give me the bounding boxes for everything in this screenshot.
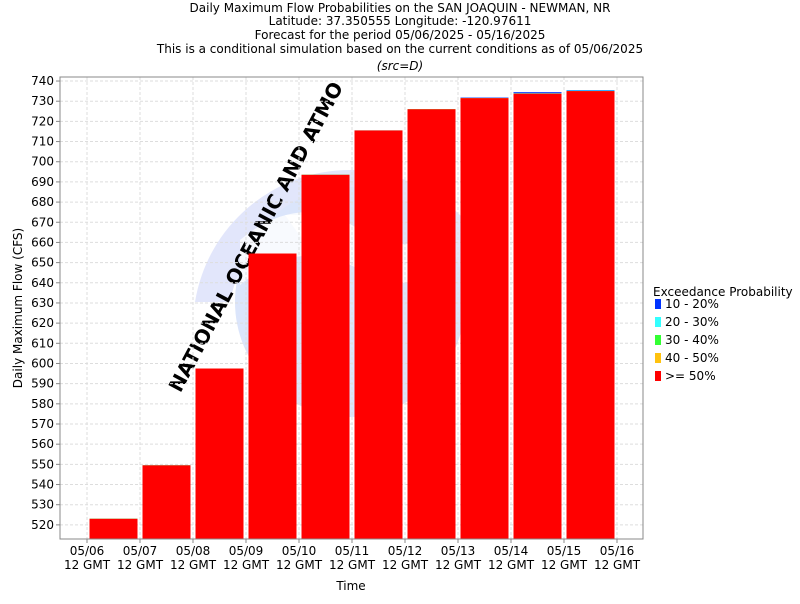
x-tick-label-time: 12 GMT [541, 558, 588, 572]
legend-label: >= 50% [665, 369, 716, 383]
y-tick-label: 710 [31, 135, 54, 149]
legend-swatch [655, 371, 661, 381]
legend-label: 40 - 50% [665, 351, 719, 365]
y-tick-label: 690 [31, 175, 54, 189]
legend-swatch [655, 317, 661, 327]
bar-50 [89, 518, 138, 539]
legend-swatch [655, 299, 661, 309]
x-tick-label-date: 05/09 [229, 544, 264, 558]
x-axis-label: Time [335, 579, 365, 593]
x-tick-label-time: 12 GMT [276, 558, 323, 572]
y-tick-label: 540 [31, 478, 54, 492]
x-tick-label-date: 05/14 [494, 544, 529, 558]
x-tick-label-date: 05/13 [441, 544, 476, 558]
y-tick-label: 550 [31, 457, 54, 471]
legend-label: 20 - 30% [665, 315, 719, 329]
y-tick-label: 630 [31, 296, 54, 310]
legend-label: 30 - 40% [665, 333, 719, 347]
y-tick-label: 560 [31, 437, 54, 451]
x-tick-label-time: 12 GMT [223, 558, 270, 572]
y-tick-label: 670 [31, 215, 54, 229]
x-tick-label-time: 12 GMT [170, 558, 217, 572]
x-tick-label-time: 12 GMT [435, 558, 482, 572]
bars [89, 90, 615, 540]
y-tick-label: 640 [31, 276, 54, 290]
x-tick-label-time: 12 GMT [594, 558, 641, 572]
x-tick-label-date: 05/07 [123, 544, 158, 558]
y-tick-label: 600 [31, 356, 54, 370]
y-tick-label: 530 [31, 498, 54, 512]
bar-50 [566, 91, 615, 540]
bar-50 [407, 109, 456, 539]
title-line-1: Daily Maximum Flow Probabilities on the … [190, 1, 611, 15]
x-tick-label-time: 12 GMT [64, 558, 111, 572]
title-line-4: This is a conditional simulation based o… [156, 42, 643, 56]
y-tick-label: 570 [31, 417, 54, 431]
y-tick-label: 610 [31, 336, 54, 350]
y-axis-ticks: 520 530 540 550 560 570 580 590 600 610 620 630 640 6… [31, 74, 60, 532]
y-tick-label: 740 [31, 74, 54, 88]
x-tick-label-time: 12 GMT [382, 558, 429, 572]
legend-title: Exceedance Probability [653, 285, 793, 299]
legend: Exceedance Probability 10 - 20% 20 - 30% 3… [653, 285, 793, 383]
x-tick-label-date: 05/15 [547, 544, 582, 558]
x-tick-label-time: 12 GMT [117, 558, 164, 572]
x-tick-label-date: 05/11 [335, 544, 370, 558]
legend-swatch [655, 335, 661, 345]
y-tick-label: 660 [31, 235, 54, 249]
x-tick-label-date: 05/06 [70, 544, 105, 558]
x-tick-label-date: 05/12 [388, 544, 423, 558]
bar-50 [248, 253, 297, 539]
title-line-2: Latitude: 37.350555 Longitude: -120.9761… [269, 14, 532, 28]
legend-label: 10 - 20% [665, 297, 719, 311]
x-tick-label-date: 05/10 [282, 544, 317, 558]
bar-50 [513, 93, 562, 540]
x-tick-label-time: 12 GMT [329, 558, 376, 572]
bar-50 [142, 465, 191, 539]
y-tick-label: 650 [31, 256, 54, 270]
chart-subtitle: (src=D) [377, 59, 423, 73]
x-tick-label-date: 05/08 [176, 544, 211, 558]
y-tick-label: 520 [31, 518, 54, 532]
bar-50 [301, 174, 350, 539]
y-tick-label: 590 [31, 377, 54, 391]
x-tick-label-date: 05/16 [600, 544, 635, 558]
y-tick-label: 730 [31, 94, 54, 108]
y-axis-label: Daily Maximum Flow (CFS) [11, 228, 25, 388]
y-tick-label: 700 [31, 155, 54, 169]
y-tick-label: 680 [31, 195, 54, 209]
x-tick-label-time: 12 GMT [488, 558, 535, 572]
bar-50 [460, 98, 509, 539]
y-tick-label: 620 [31, 316, 54, 330]
y-tick-label: 720 [31, 114, 54, 128]
chart-title: Daily Maximum Flow Probabilities on the … [156, 1, 643, 73]
bar-50 [195, 368, 244, 539]
legend-swatch [655, 353, 661, 363]
y-tick-label: 580 [31, 397, 54, 411]
bar-50 [354, 130, 403, 539]
title-line-3: Forecast for the period 05/06/2025 - 05/… [255, 28, 546, 42]
